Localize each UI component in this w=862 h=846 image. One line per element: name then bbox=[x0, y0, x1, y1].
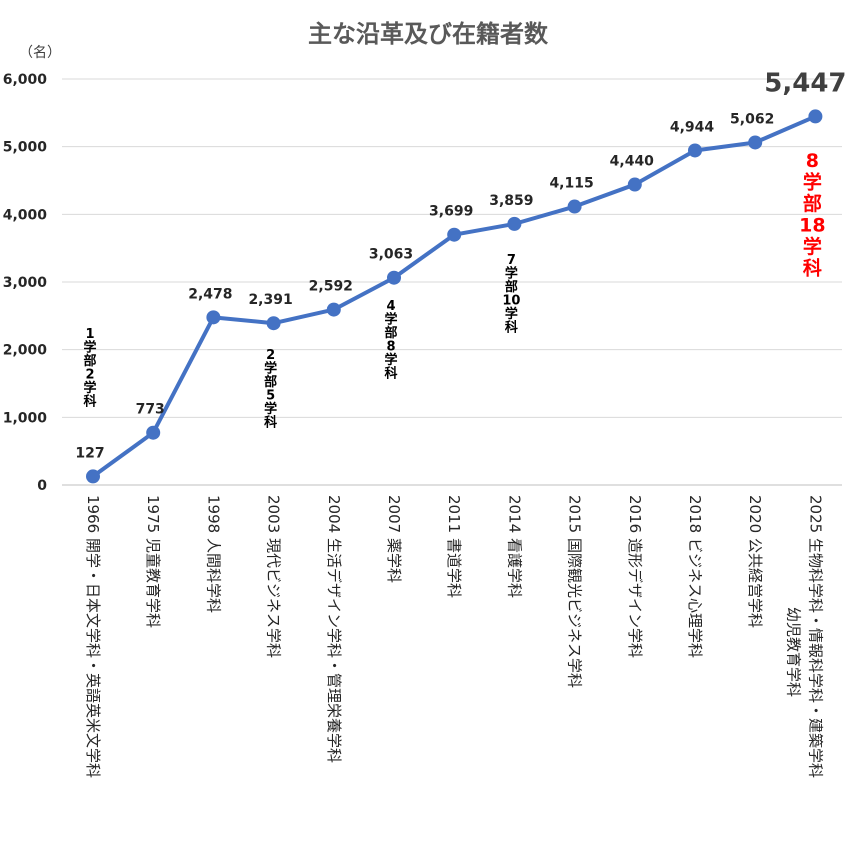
data-label: 773 bbox=[136, 402, 165, 418]
chart-title: 主な沿革及び在籍者数 bbox=[308, 20, 549, 48]
annotation-char: 学 bbox=[83, 380, 96, 396]
data-point bbox=[266, 316, 281, 331]
data-point bbox=[206, 310, 221, 325]
gridlines bbox=[62, 78, 842, 486]
data-label: 3,063 bbox=[369, 247, 413, 263]
annotation-char: 学 bbox=[384, 352, 397, 368]
x-axis-labels: 1966 開学・日本文学科・英語英米文学科 1975 児童教育学科 1998 人間科… bbox=[84, 495, 824, 778]
x-axis-label: 2025 生物科学科・情報科学科・建築学科 bbox=[806, 495, 824, 778]
data-point bbox=[507, 216, 522, 231]
annotation-char: 2 bbox=[85, 368, 94, 383]
data-label: 2,478 bbox=[188, 286, 232, 302]
x-axis-label: 2015 国際観光ビジネス学科 bbox=[566, 495, 584, 688]
data-point bbox=[326, 302, 341, 317]
annotation-char: 学 bbox=[264, 401, 277, 417]
annotation-char: 部 bbox=[384, 325, 397, 341]
x-axis-label: 1998 人間科学科 bbox=[204, 495, 222, 613]
x-axis-label: 2014 看護学科 bbox=[505, 495, 523, 598]
annotation-char: 部 bbox=[505, 279, 518, 295]
annotation-char: 科 bbox=[384, 366, 397, 382]
annotation-char: 7 bbox=[507, 253, 516, 268]
annotation-char: 科 bbox=[505, 320, 518, 336]
x-axis-label: 2011 書道学科 bbox=[445, 495, 463, 598]
y-tick-label: 6,000 bbox=[3, 72, 48, 88]
y-unit-label: （名） bbox=[19, 45, 61, 61]
y-axis-ticks: 0 1,000 2,000 3,000 4,000 5,000 6,000 bbox=[3, 72, 48, 494]
data-point bbox=[627, 177, 642, 192]
annotation-char: 8 bbox=[806, 150, 819, 172]
data-label: 5,447 bbox=[764, 68, 846, 98]
annotation-char: 学 bbox=[803, 171, 822, 194]
annotation-char: 10 bbox=[502, 294, 520, 309]
annotation-char: 学 bbox=[803, 235, 822, 258]
x-axis-label: 1966 開学・日本文学科・英語英米文学科 bbox=[84, 495, 102, 778]
y-tick-label: 0 bbox=[37, 478, 47, 494]
x-axis-label: 2004 生活デザイン学科・管理栄養学科 bbox=[325, 495, 343, 763]
data-label: 4,440 bbox=[610, 154, 655, 170]
annotation-char: 科 bbox=[83, 394, 96, 410]
annotation-char: 科 bbox=[803, 257, 822, 280]
annotation-char: 学 bbox=[264, 361, 277, 377]
annotation-char: 部 bbox=[803, 192, 822, 215]
annotation-char: 1 bbox=[85, 327, 94, 342]
data-point bbox=[447, 227, 462, 242]
x-axis-label: 1975 児童教育学科 bbox=[144, 495, 162, 628]
data-point bbox=[808, 109, 823, 124]
data-label: 5,062 bbox=[730, 111, 774, 127]
x-axis-label-continuation: 幼児教育学科 bbox=[784, 607, 802, 697]
y-tick-label: 2,000 bbox=[3, 343, 48, 359]
data-label: 2,592 bbox=[309, 279, 353, 295]
data-point bbox=[86, 469, 100, 484]
x-axis-label: 2007 薬学科 bbox=[385, 495, 403, 583]
y-tick-label: 3,000 bbox=[3, 275, 48, 291]
annotation-char: 4 bbox=[386, 299, 395, 314]
data-label: 3,699 bbox=[429, 204, 473, 220]
annotation-char: 科 bbox=[264, 415, 277, 431]
annotation-char: 学 bbox=[505, 306, 518, 322]
annotation-char: 学 bbox=[384, 312, 397, 328]
y-tick-label: 4,000 bbox=[3, 207, 48, 223]
y-tick-label: 1,000 bbox=[3, 410, 48, 426]
data-label: 4,115 bbox=[549, 176, 593, 192]
data-point bbox=[146, 425, 161, 440]
annotation-char: 学 bbox=[505, 266, 518, 282]
data-point bbox=[567, 199, 582, 214]
annotation-char: 8 bbox=[386, 340, 395, 355]
data-label: 4,944 bbox=[670, 119, 715, 135]
annotation-char: 部 bbox=[264, 374, 277, 390]
x-axis-label: 2016 造形デザイン学科 bbox=[626, 495, 644, 658]
data-point bbox=[688, 143, 702, 158]
data-point bbox=[387, 270, 401, 285]
annotation-char: 学 bbox=[83, 340, 96, 356]
data-label: 2,391 bbox=[248, 292, 292, 308]
data-points bbox=[86, 109, 823, 484]
data-label: 3,859 bbox=[489, 193, 533, 209]
annotation-char: 5 bbox=[266, 389, 275, 404]
data-label: 127 bbox=[75, 445, 104, 461]
x-axis-label: 2020 公共経営学科 bbox=[746, 495, 764, 628]
x-axis-label: 2003 現代ビジネス学科 bbox=[265, 495, 283, 658]
annotation-char: 18 bbox=[799, 215, 825, 237]
annotation-char: 2 bbox=[266, 348, 275, 363]
data-point bbox=[748, 135, 763, 150]
y-tick-label: 5,000 bbox=[3, 140, 48, 156]
annotation-char: 部 bbox=[83, 353, 96, 369]
x-axis-label: 2018 ビジネス心理学科 bbox=[686, 495, 704, 658]
